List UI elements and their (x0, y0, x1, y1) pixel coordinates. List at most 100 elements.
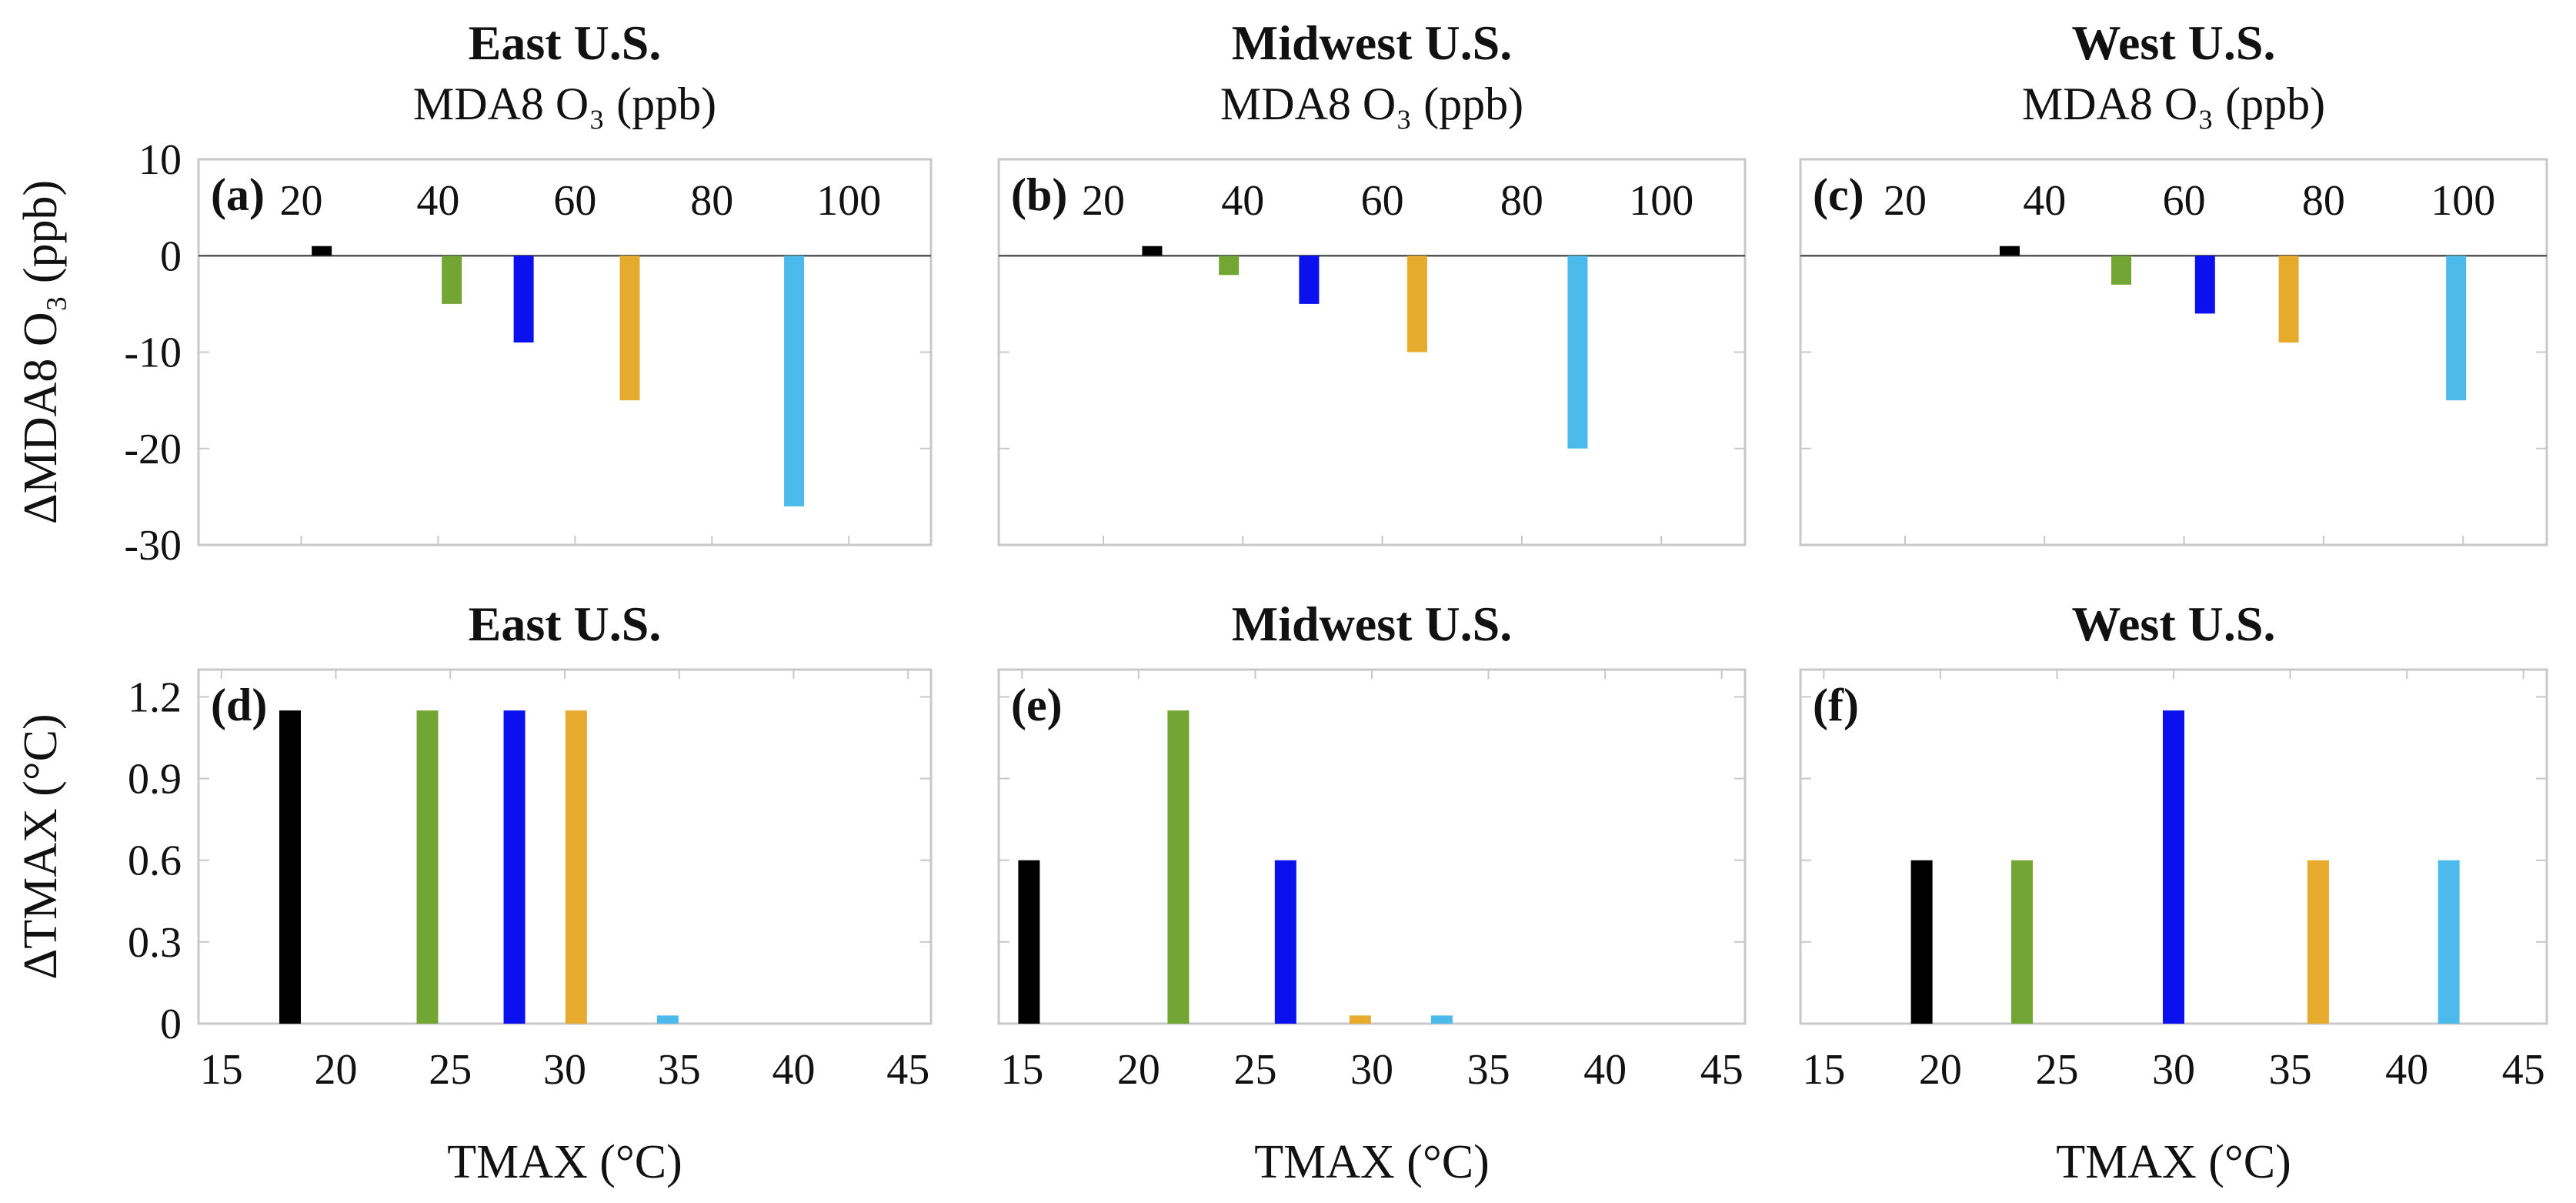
bar-orange (619, 256, 640, 401)
bar-black (312, 246, 332, 256)
x-tick-label: 30 (1350, 1046, 1393, 1094)
y-tick-label: 10 (138, 136, 182, 184)
x-tick-label: 20 (315, 1046, 358, 1094)
bar-blue (2163, 710, 2184, 1024)
panel-b: Midwest U.S. MDA8 O₃ (ppb) 20 40 60 80 100 (b) (997, 15, 1747, 546)
x-tick-label: 15 (1802, 1046, 1845, 1094)
bar-skyblue (656, 1015, 679, 1024)
x-tick-label: 40 (2023, 177, 2066, 225)
x-tick-label: 25 (429, 1046, 472, 1094)
x-tick-label: 100 (816, 177, 881, 225)
x-tick-label: 45 (2502, 1046, 2545, 1094)
x-tick-label: 40 (772, 1046, 816, 1094)
x-tick-label: 80 (690, 177, 733, 225)
bar-skyblue (784, 256, 805, 506)
x-tick-label: 20 (1117, 1046, 1160, 1094)
x-tick-label: 40 (1221, 177, 1264, 225)
x-tick-label: 35 (658, 1046, 701, 1094)
y-axis-label: ΔTMAX (°C) (15, 713, 67, 979)
panel-label: (b) (1011, 169, 1067, 220)
bar-black (1018, 860, 1040, 1024)
panel-label: (a) (211, 169, 265, 220)
panel-e: Midwest U.S. 15 20 25 30 35 40 45 (e) TMAX (°C) (997, 596, 1747, 1188)
x-tick-label: 100 (1629, 177, 1693, 225)
x-tick-label: 15 (200, 1046, 243, 1094)
bar-skyblue (2438, 860, 2460, 1024)
x-tick-label: 45 (886, 1046, 929, 1094)
x-tick-label: 40 (416, 177, 459, 225)
bar-blue (2194, 256, 2215, 314)
bar-skyblue (1567, 256, 1588, 449)
y-tick-label: 0 (160, 1001, 182, 1048)
panel-title: East U.S. (469, 596, 662, 651)
panel-subtitle: MDA8 O₃ (ppb) (2022, 79, 2325, 129)
bar-blue (1299, 256, 1320, 304)
x-tick-label: 35 (1467, 1046, 1510, 1094)
x-tick-label: 80 (1500, 177, 1543, 225)
y-tick-label: 0.9 (128, 756, 182, 804)
bar-orange (1406, 256, 1427, 353)
y-tick-label: 0 (160, 232, 182, 280)
bar-green (442, 256, 462, 304)
bar-green (416, 710, 439, 1024)
bar-green (1219, 256, 1240, 276)
y-tick-label: 0.3 (128, 919, 182, 967)
bar-black (1910, 860, 1933, 1024)
x-axis-label: TMAX (°C) (2056, 1136, 2291, 1188)
bar-black (1999, 246, 2020, 256)
plot-frame (997, 668, 1747, 1025)
bar-blue (503, 710, 526, 1024)
x-tick-label: 40 (1583, 1046, 1627, 1094)
x-axis-label: TMAX (°C) (1254, 1136, 1490, 1188)
x-tick-label: 100 (2431, 177, 2495, 225)
panel-title: West U.S. (2072, 15, 2276, 70)
bar-skyblue (2446, 256, 2467, 401)
bar-green (2010, 860, 2033, 1024)
panel-title: West U.S. (2072, 596, 2276, 651)
panel-label: (c) (1813, 169, 1864, 220)
y-tick-label: -10 (124, 329, 182, 377)
bar-blue (1274, 860, 1296, 1024)
x-tick-label: 60 (2163, 177, 2206, 225)
x-tick-label: 30 (2152, 1046, 2195, 1094)
x-tick-label: 20 (1884, 177, 1927, 225)
bar-black (279, 710, 301, 1024)
x-tick-label: 80 (2302, 177, 2345, 225)
y-tick-label: 1.2 (128, 673, 182, 721)
panel-subtitle: MDA8 O₃ (ppb) (1220, 79, 1523, 129)
x-tick-label: 60 (553, 177, 596, 225)
panel-f: West U.S. 15 20 25 30 35 40 45 (f) TMAX (°C) (1799, 596, 2548, 1188)
bar-skyblue (1430, 1015, 1453, 1024)
x-tick-label: 25 (2035, 1046, 2078, 1094)
bar-orange (1349, 1015, 1371, 1024)
x-axis-label: TMAX (°C) (447, 1136, 682, 1188)
x-tick-label: 20 (279, 177, 322, 225)
panel-subtitle: MDA8 O₃ (ppb) (413, 79, 716, 129)
x-tick-label: 15 (1000, 1046, 1043, 1094)
panel-label: (e) (1011, 680, 1063, 730)
plot-frame (197, 668, 933, 1025)
y-tick-label: -30 (124, 522, 182, 570)
bar-orange (2278, 256, 2299, 343)
x-tick-label: 60 (1361, 177, 1404, 225)
bar-orange (2307, 860, 2329, 1024)
y-tick-label: -20 (124, 426, 182, 473)
panel-label: (f) (1813, 680, 1859, 730)
x-tick-label: 20 (1919, 1046, 1962, 1094)
bar-orange (565, 710, 587, 1024)
panel-d: East U.S. 1.2 0.9 0.6 0.3 0 15 20 25 30 35 40 45 (d) T… (15, 596, 933, 1188)
panel-title: Midwest U.S. (1232, 15, 1512, 70)
bar-green (1167, 710, 1190, 1024)
x-tick-label: 25 (1233, 1046, 1276, 1094)
x-tick-label: 45 (1700, 1046, 1743, 1094)
x-tick-label: 40 (2385, 1046, 2428, 1094)
x-tick-label: 35 (2269, 1046, 2312, 1094)
y-tick-label: 0.6 (128, 837, 182, 885)
y-axis-label: ΔMDA8 O₃ (ppb) (15, 180, 67, 524)
panel-label: (d) (211, 680, 267, 730)
panel-title: East U.S. (469, 15, 662, 70)
bar-green (2111, 256, 2132, 285)
x-tick-label: 20 (1082, 177, 1125, 225)
panel-title: Midwest U.S. (1232, 596, 1512, 651)
